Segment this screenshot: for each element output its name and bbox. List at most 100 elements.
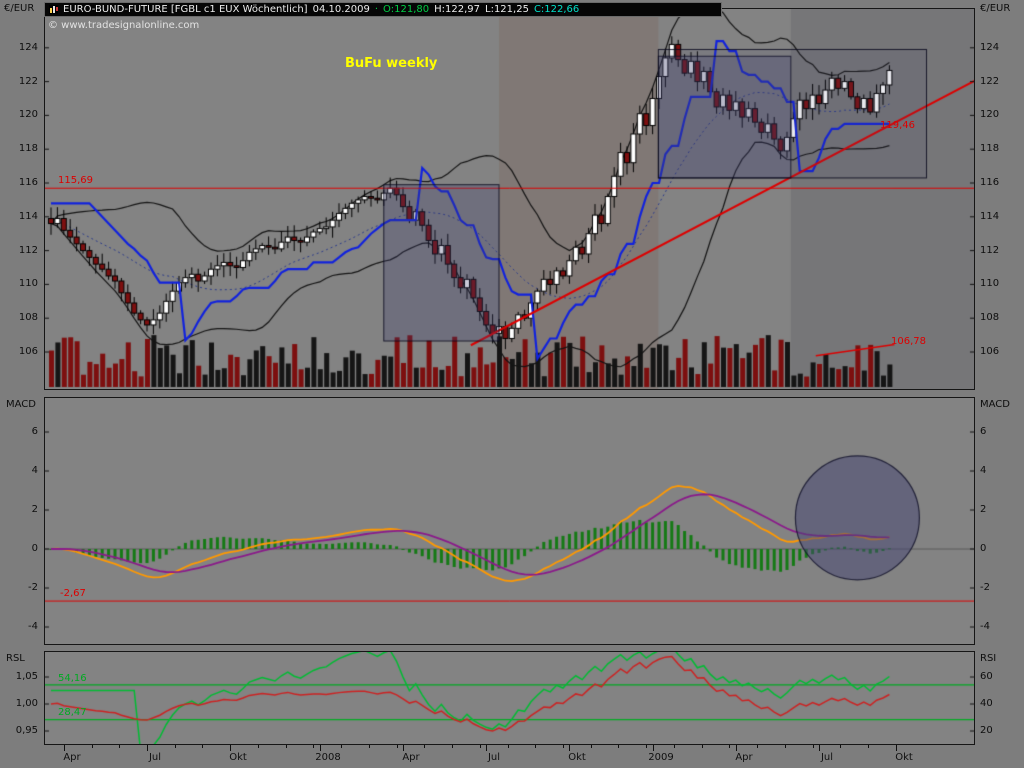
- rsl-chart-canvas[interactable]: [45, 652, 974, 744]
- price-chart-canvas[interactable]: [45, 9, 974, 389]
- x-axis-major-tick: [736, 745, 737, 751]
- macd-axis-tick-right: 0: [980, 543, 987, 554]
- trendline-value-label: 119,46: [880, 120, 915, 131]
- x-axis-minor-tick: [674, 745, 675, 748]
- rsl-lower-level-label: 28,47: [58, 707, 87, 718]
- x-axis-minor-tick: [202, 745, 203, 748]
- rsi-axis-tick-right: 40: [980, 698, 993, 709]
- macd-axis-tick-left: -4: [28, 621, 38, 632]
- quote-low: L:121,25: [485, 4, 529, 15]
- macd-axis-tick-left: 6: [31, 426, 38, 437]
- price-axis-tick-left: 116: [18, 177, 38, 188]
- x-axis-minor-tick: [813, 745, 814, 748]
- instrument-title: EURO-BUND-FUTURE [FGBL c1 EUX Wöchentlic…: [63, 4, 308, 15]
- macd-hline-label: -2,67: [60, 588, 86, 599]
- macd-axis-tick-left: 4: [31, 465, 38, 476]
- x-axis-tick-label: Okt: [895, 752, 913, 763]
- macd-axis-tick-right: 2: [980, 504, 987, 515]
- quote-close: C:122,66: [533, 4, 580, 15]
- x-axis-minor-tick: [757, 745, 758, 748]
- chart-window-icon[interactable]: [49, 5, 58, 14]
- macd-axis-tick-left: -2: [28, 582, 38, 593]
- price-axis-tick-right: 106: [980, 346, 1000, 357]
- x-axis-minor-tick: [258, 745, 259, 748]
- x-axis-tick-label: Jul: [820, 752, 834, 763]
- hline-price-label: 115,69: [58, 175, 93, 186]
- macd-panel: [44, 397, 975, 645]
- x-axis-minor-tick: [480, 745, 481, 748]
- rsl-panel-label-right: RSI: [980, 653, 997, 664]
- price-axis-tick-left: 108: [18, 312, 38, 323]
- price-axis-unit-right: €/EUR: [980, 3, 1011, 14]
- x-axis-minor-tick: [508, 745, 509, 748]
- x-axis-tick-label: Jul: [148, 752, 162, 763]
- x-axis-minor-tick: [313, 745, 314, 748]
- price-axis-tick-right: 118: [980, 143, 1000, 154]
- x-axis-minor-tick: [563, 745, 564, 748]
- rsi-axis-tick-right: 20: [980, 725, 993, 736]
- price-axis-tick-left: 112: [18, 245, 38, 256]
- volume-trendline-label: 106,78: [891, 336, 926, 347]
- price-axis-tick-right: 114: [980, 211, 1000, 222]
- macd-axis-tick-right: 6: [980, 426, 987, 437]
- x-axis-minor-tick: [785, 745, 786, 748]
- quote-open: O:121,80: [383, 4, 430, 15]
- price-axis-tick-right: 112: [980, 245, 1000, 256]
- x-axis-minor-tick: [591, 745, 592, 748]
- x-axis-major-tick: [896, 745, 897, 751]
- x-axis-minor-tick: [535, 745, 536, 748]
- x-axis-minor-tick: [286, 745, 287, 748]
- chart-title-bar: EURO-BUND-FUTURE [FGBL c1 EUX Wöchentlic…: [44, 2, 722, 17]
- x-axis-minor-tick: [92, 745, 93, 748]
- x-axis-minor-tick: [646, 745, 647, 748]
- x-axis-minor-tick: [341, 745, 342, 748]
- watermark: © www.tradesignalonline.com: [48, 20, 200, 31]
- macd-chart-canvas[interactable]: [45, 398, 974, 644]
- x-axis-tick-label: Apr: [63, 752, 81, 763]
- x-axis-tick-label: Okt: [568, 752, 586, 763]
- x-axis-minor-tick: [702, 745, 703, 748]
- macd-axis-tick-right: -4: [980, 621, 990, 632]
- x-axis-major-tick: [403, 745, 404, 751]
- x-axis-tick-label: Jul: [487, 752, 501, 763]
- price-axis-tick-left: 120: [18, 109, 38, 120]
- x-axis-minor-tick: [868, 745, 869, 748]
- rsl-panel: [44, 651, 975, 745]
- price-axis-tick-left: 114: [18, 211, 38, 222]
- title-separator: ·: [374, 4, 379, 15]
- x-axis-major-tick: [653, 745, 654, 751]
- x-axis-minor-tick: [175, 745, 176, 748]
- rsi-axis-tick-right: 60: [980, 671, 993, 682]
- x-axis-minor-tick: [840, 745, 841, 748]
- x-axis-tick-label: Apr: [402, 752, 420, 763]
- quote-date: 04.10.2009: [312, 4, 370, 15]
- x-axis-major-tick: [819, 745, 820, 751]
- x-axis-minor-tick: [369, 745, 370, 748]
- x-axis-minor-tick: [618, 745, 619, 748]
- price-axis-tick-left: 106: [18, 346, 38, 357]
- x-axis-major-tick: [569, 745, 570, 751]
- x-axis-tick-label: 2009: [648, 752, 674, 763]
- price-axis-tick-left: 110: [18, 278, 38, 289]
- x-axis-major-tick: [147, 745, 148, 751]
- macd-axis-tick-left: 0: [31, 543, 38, 554]
- x-axis-tick-label: Okt: [229, 752, 247, 763]
- x-axis-minor-tick: [119, 745, 120, 748]
- x-axis-minor-tick: [424, 745, 425, 748]
- price-axis-tick-right: 116: [980, 177, 1000, 188]
- price-axis-tick-left: 124: [18, 42, 38, 53]
- x-axis-minor-tick: [729, 745, 730, 748]
- rsl-panel-label-left: RSL: [6, 653, 25, 664]
- price-axis-tick-right: 120: [980, 109, 1000, 120]
- x-axis-minor-tick: [452, 745, 453, 748]
- price-axis-tick-left: 122: [18, 76, 38, 87]
- rsl-axis-tick-left: 1,00: [15, 698, 38, 709]
- x-axis-tick-label: Apr: [735, 752, 753, 763]
- price-panel: [44, 8, 975, 390]
- x-axis-tick-label: 2008: [315, 752, 341, 763]
- x-axis-minor-tick: [397, 745, 398, 748]
- x-axis-major-tick: [64, 745, 65, 751]
- price-axis-tick-right: 110: [980, 278, 1000, 289]
- macd-panel-label-right: MACD: [980, 399, 1010, 410]
